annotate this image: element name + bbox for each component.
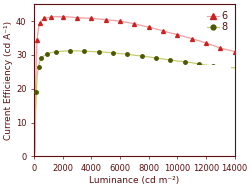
Legend: 6, 8: 6, 8 — [205, 9, 230, 34]
Text: vs: vs — [149, 103, 158, 112]
Y-axis label: Current Efficiency (cd A⁻¹): Current Efficiency (cd A⁻¹) — [4, 21, 13, 140]
X-axis label: Luminance (cd m⁻²): Luminance (cd m⁻²) — [89, 176, 180, 185]
